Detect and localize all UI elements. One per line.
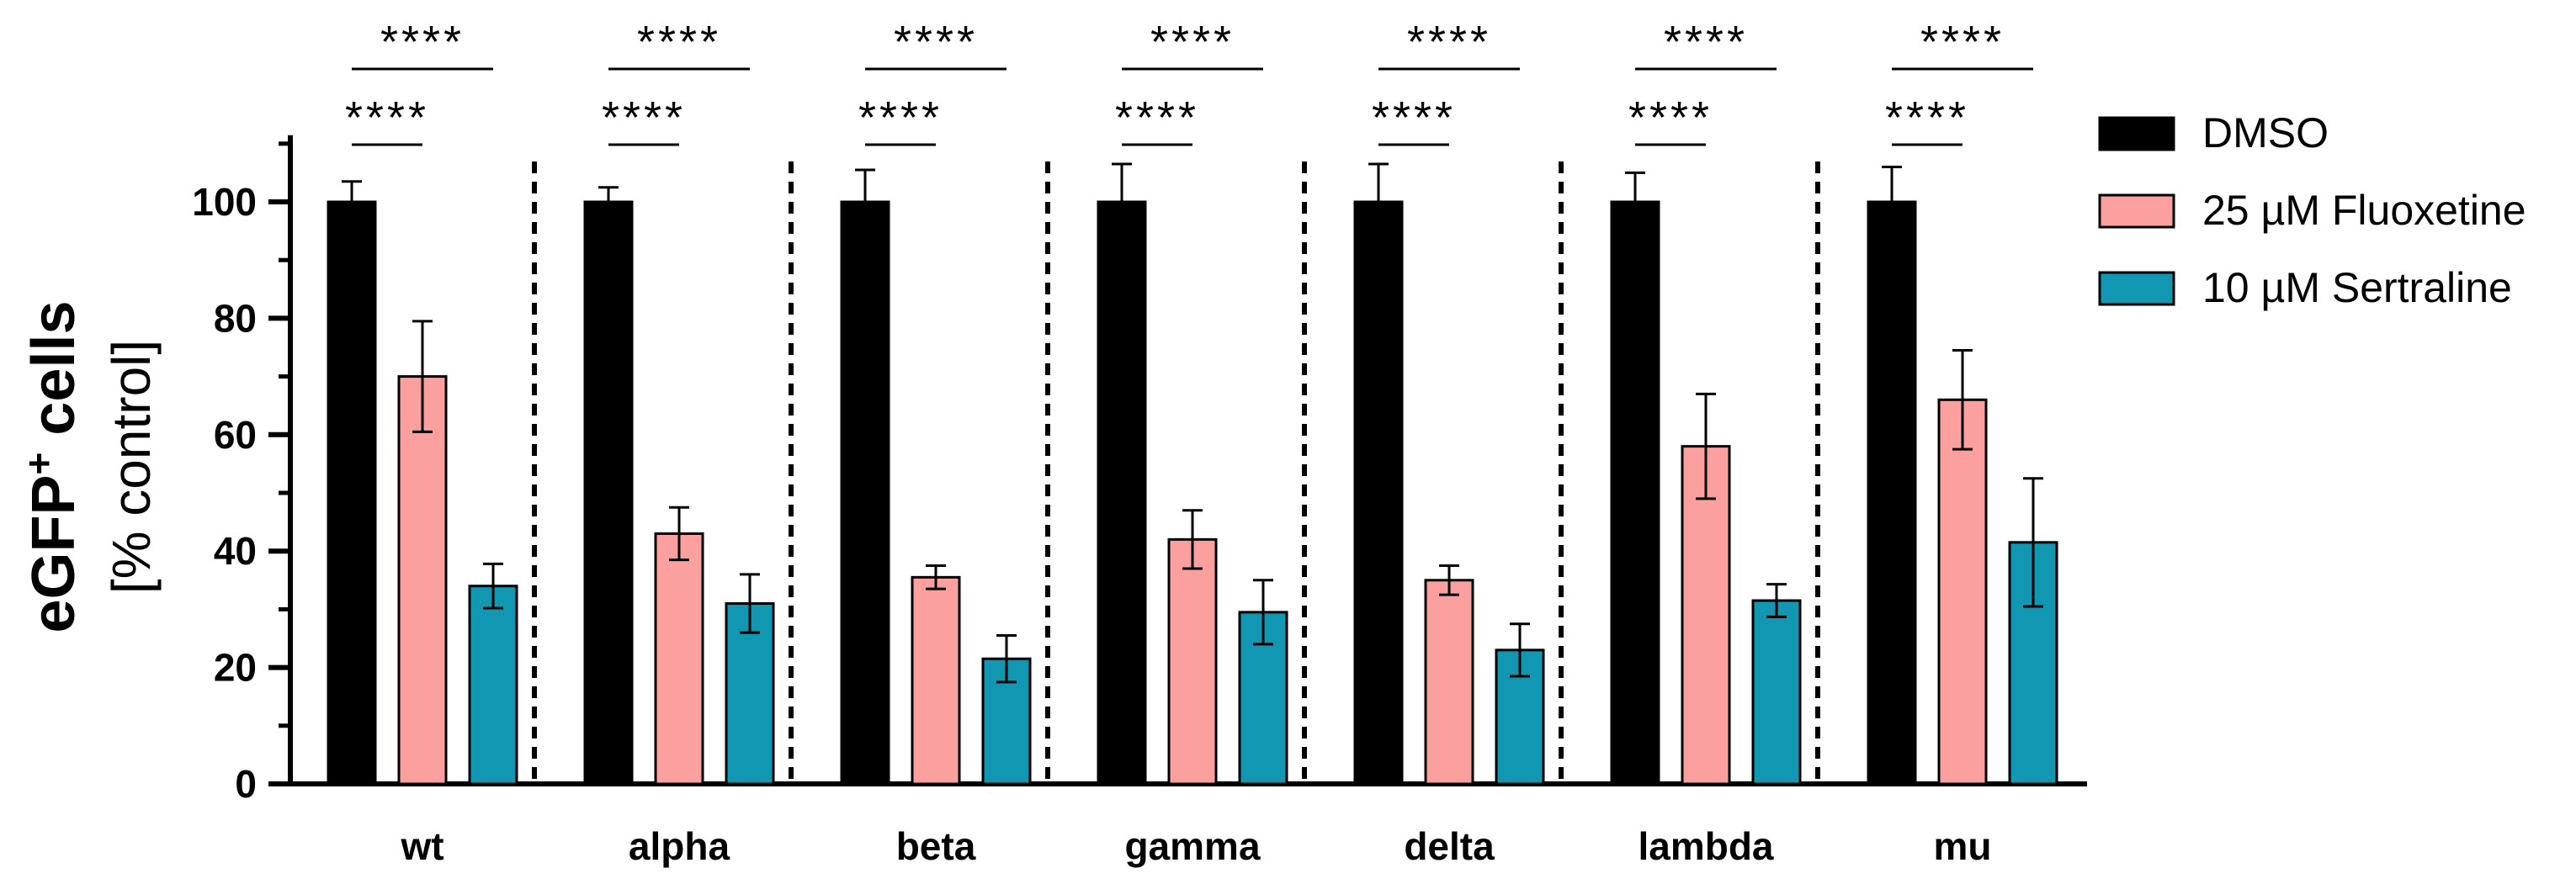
error-bar-mu-10-m-sertraline	[2023, 477, 2043, 608]
group-separators	[532, 161, 1820, 784]
bar-wt-dmso	[327, 200, 377, 786]
legend-label-25-m-fluoxetine: 25 µM Fluoxetine	[2202, 187, 2526, 234]
bar-beta-dmso	[840, 200, 890, 786]
bar-mu-dmso	[1867, 200, 1917, 786]
legend-swatch-dmso	[2098, 116, 2175, 151]
error-bar-alpha-10-m-sertraline	[740, 573, 760, 634]
y-axis-title-sub: [% control]	[101, 340, 162, 594]
legend: DMSO 25 µM Fluoxetine 10 µM Sertraline	[2098, 109, 2526, 311]
significance-annotations: **** **** **** **** **** **** **** **** **** ****…	[345, 17, 2033, 146]
error-bar-wt-25-m-fluoxetine	[412, 320, 433, 433]
bar-alpha-dmso	[583, 200, 634, 786]
x-tick-label-beta: beta	[896, 824, 976, 868]
y-tick-label-100: 100	[192, 180, 257, 224]
x-tick-label-gamma: gamma	[1124, 824, 1260, 868]
x-tick-label-delta: delta	[1404, 824, 1495, 868]
bars	[327, 200, 2058, 786]
sig-label-mu-1: ****	[1920, 17, 2005, 67]
error-bars	[342, 162, 2043, 684]
sig-label-wt-1: ****	[380, 17, 465, 67]
y-axis-title: eGFP+ cells [% control]	[17, 300, 162, 633]
sig-label-gamma-0: ****	[1115, 93, 1199, 143]
sig-label-beta-0: ****	[858, 93, 943, 143]
legend-swatch-25-m-fluoxetine	[2098, 193, 2175, 229]
sig-label-lambda-0: ****	[1628, 93, 1713, 143]
sig-label-alpha-0: ****	[602, 93, 686, 143]
y-tick-label-0: 0	[235, 762, 257, 806]
bar-wt-10-m-sertraline	[468, 585, 518, 786]
error-bar-mu-dmso	[1882, 165, 1902, 239]
sig-label-alpha-1: ****	[637, 17, 721, 67]
y-tick-label-40: 40	[214, 529, 257, 573]
x-tick-label-alpha: alpha	[629, 824, 730, 868]
sig-label-mu-0: ****	[1885, 93, 1969, 143]
bar-delta-dmso	[1353, 200, 1404, 786]
bar-alpha-25-m-fluoxetine	[654, 532, 704, 786]
sig-label-delta-1: ****	[1407, 17, 1491, 67]
x-tick-label-mu: mu	[1934, 824, 1992, 868]
error-bar-beta-dmso	[855, 168, 875, 236]
error-bar-lambda-25-m-fluoxetine	[1696, 392, 1716, 500]
error-bar-gamma-dmso	[1112, 162, 1132, 241]
sig-label-delta-0: ****	[1372, 93, 1456, 143]
sig-label-wt-0: ****	[345, 93, 429, 143]
y-axis-title-main: eGFP+ cells	[17, 300, 88, 633]
sig-label-gamma-1: ****	[1150, 17, 1235, 67]
error-bar-alpha-dmso	[598, 186, 619, 218]
y-tick-label-20: 20	[214, 646, 257, 690]
sig-label-lambda-1: ****	[1664, 17, 1748, 67]
error-bar-lambda-dmso	[1625, 171, 1645, 233]
bar-wt-25-m-fluoxetine	[397, 375, 448, 786]
legend-swatch-10-m-sertraline	[2098, 271, 2175, 306]
error-bar-alpha-25-m-fluoxetine	[669, 506, 689, 562]
bar-delta-25-m-fluoxetine	[1424, 579, 1474, 786]
error-bar-beta-25-m-fluoxetine	[926, 564, 946, 590]
error-bar-delta-dmso	[1368, 162, 1389, 241]
x-tick-label-lambda: lambda	[1638, 824, 1773, 868]
bar-gamma-dmso	[1097, 200, 1147, 786]
bar-lambda-dmso	[1610, 200, 1660, 786]
error-bar-mu-25-m-fluoxetine	[1952, 348, 1973, 451]
bar-lambda-25-m-fluoxetine	[1681, 445, 1731, 786]
error-bar-wt-10-m-sertraline	[483, 562, 503, 610]
error-bar-gamma-10-m-sertraline	[1253, 579, 1273, 646]
sig-label-beta-1: ****	[894, 17, 978, 67]
error-bar-gamma-25-m-fluoxetine	[1182, 509, 1203, 570]
error-bar-wt-dmso	[342, 180, 362, 224]
legend-label-dmso: DMSO	[2202, 109, 2329, 156]
bar-mu-25-m-fluoxetine	[1937, 398, 1988, 786]
y-tick-label-80: 80	[214, 296, 257, 340]
error-bar-delta-10-m-sertraline	[1510, 622, 1530, 678]
y-tick-label-60: 60	[214, 413, 257, 457]
error-bar-lambda-10-m-sertraline	[1766, 583, 1787, 618]
bar-lambda-10-m-sertraline	[1751, 599, 1802, 786]
bar-gamma-25-m-fluoxetine	[1167, 537, 1218, 786]
error-bar-beta-10-m-sertraline	[996, 634, 1017, 684]
error-bar-delta-25-m-fluoxetine	[1439, 564, 1459, 596]
x-tick-label-wt: wt	[400, 824, 443, 868]
bar-beta-25-m-fluoxetine	[911, 575, 961, 786]
legend-label-10-m-sertraline: 10 µM Sertraline	[2202, 264, 2512, 311]
